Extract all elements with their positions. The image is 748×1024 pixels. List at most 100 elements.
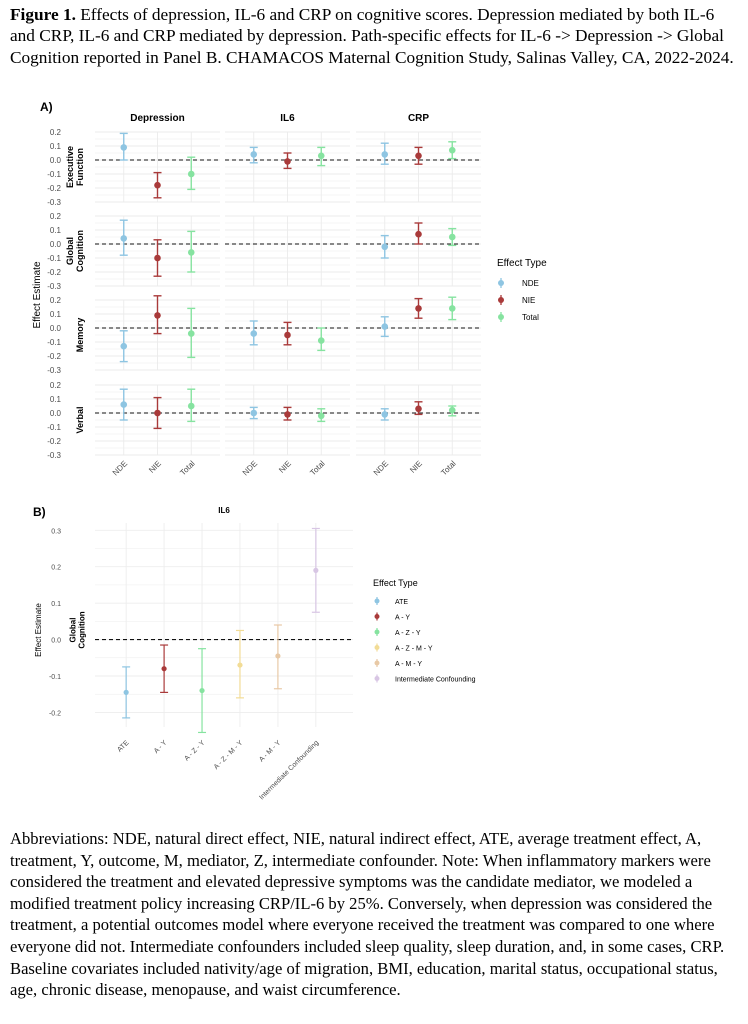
y-tick-label: 0.1 bbox=[50, 395, 62, 404]
point-depression-global-cognition-nie bbox=[153, 239, 162, 277]
y-tick-label: -0.1 bbox=[47, 254, 61, 263]
point-a-z-m-y bbox=[235, 629, 244, 699]
point-marker bbox=[250, 151, 258, 158]
point-marker bbox=[123, 689, 129, 695]
point-crp-executive-function-total bbox=[448, 141, 457, 160]
point-marker bbox=[154, 254, 161, 262]
row-strip-global-cognition-line: Global bbox=[69, 618, 78, 643]
row-strip-executive-function-line: Function bbox=[75, 148, 85, 186]
panel-a-label: A) bbox=[40, 100, 53, 114]
point-depression-global-cognition-total bbox=[187, 230, 196, 273]
y-tick-label: -0.3 bbox=[47, 451, 61, 460]
point-a-m-y bbox=[273, 624, 282, 690]
point-il6-memory-total bbox=[317, 327, 326, 352]
y-tick-label: 0.0 bbox=[50, 156, 62, 165]
x-tick-label: A - Y bbox=[153, 739, 169, 755]
y-tick-label: 0.1 bbox=[50, 226, 62, 235]
x-tick-label: NDE bbox=[111, 459, 129, 477]
point-marker bbox=[448, 146, 456, 154]
y-tick-label: 0.1 bbox=[50, 142, 62, 151]
point-marker bbox=[187, 249, 195, 256]
y-tick-label: -0.1 bbox=[49, 674, 61, 681]
legend-entry-total: Total bbox=[522, 313, 539, 322]
point-il6-memory-nde bbox=[249, 320, 258, 346]
x-tick-label: A - Z - M - Y bbox=[213, 739, 245, 771]
point-marker bbox=[381, 151, 389, 158]
y-tick-label: 0.3 bbox=[51, 528, 61, 535]
point-marker bbox=[415, 305, 422, 312]
row-strip-global-cognition-line: Cognition bbox=[75, 230, 85, 272]
legend-key-marker bbox=[374, 614, 380, 619]
x-tick-label: NIE bbox=[277, 459, 293, 475]
legend-title: Effect Type bbox=[373, 578, 418, 588]
point-il6-verbal-total bbox=[317, 408, 326, 423]
point-a-y bbox=[160, 644, 169, 693]
panel-b-label: B) bbox=[33, 505, 46, 519]
point-depression-memory-nie bbox=[153, 295, 162, 335]
point-il6-memory-nie bbox=[283, 321, 292, 346]
point-depression-executive-function-nde bbox=[119, 132, 128, 161]
point-marker bbox=[284, 331, 291, 339]
point-marker bbox=[317, 152, 325, 160]
point-marker bbox=[237, 662, 243, 668]
point-marker bbox=[317, 412, 325, 420]
point-crp-memory-total bbox=[448, 296, 457, 321]
x-tick-label: NIE bbox=[147, 459, 163, 475]
point-marker bbox=[120, 144, 128, 151]
y-tick-label: 0.2 bbox=[50, 296, 62, 305]
point-depression-verbal-total bbox=[187, 388, 196, 423]
x-tick-label: Total bbox=[308, 459, 326, 477]
point-depression-global-cognition-nde bbox=[119, 219, 128, 256]
legend-entry: ATE bbox=[395, 599, 408, 606]
point-depression-memory-nde bbox=[119, 330, 128, 363]
point-marker bbox=[275, 653, 281, 659]
point-marker bbox=[415, 152, 422, 160]
point-marker bbox=[154, 181, 161, 189]
legend-entry: A - Z - M - Y bbox=[395, 646, 433, 653]
point-intermediate-confounding bbox=[311, 527, 320, 613]
row-strip-global-cognition-line: Global bbox=[65, 237, 75, 265]
y-tick-label: 0.0 bbox=[50, 324, 62, 333]
point-marker bbox=[199, 687, 205, 694]
panel-b-chart: B) IL6 0.3 0.2 0.1 0.0 -0.1 -0.2 Effect Estimate… bbox=[33, 505, 476, 801]
y-tick-label: -0.1 bbox=[47, 423, 61, 432]
point-marker bbox=[381, 243, 389, 251]
figure-label: Figure 1. bbox=[10, 5, 76, 24]
legend-key-marker bbox=[374, 660, 380, 666]
point-marker bbox=[448, 406, 456, 414]
point-marker bbox=[415, 405, 422, 413]
legend-key-marker bbox=[498, 297, 504, 303]
point-depression-memory-total bbox=[187, 307, 196, 359]
x-tick-label: A - M - Y bbox=[258, 739, 282, 763]
legend-entry: A - Z - Y bbox=[395, 630, 421, 637]
legend-key-marker bbox=[498, 314, 504, 320]
legend-key-marker bbox=[374, 598, 380, 604]
legend-key-marker bbox=[374, 629, 380, 635]
y-tick-label: -0.2 bbox=[47, 184, 61, 193]
point-marker bbox=[120, 342, 128, 350]
point-marker bbox=[313, 567, 319, 573]
point-depression-executive-function-total bbox=[187, 156, 196, 191]
point-marker bbox=[317, 337, 325, 344]
point-crp-verbal-total bbox=[448, 405, 457, 417]
x-tick-label: NDE bbox=[372, 459, 390, 477]
y-tick-label: 0.0 bbox=[50, 409, 62, 418]
y-tick-label: 0.0 bbox=[50, 240, 62, 249]
y-tick-label: 0.0 bbox=[51, 638, 61, 645]
point-marker bbox=[187, 402, 195, 410]
y-tick-label: 0.1 bbox=[51, 601, 61, 608]
y-tick-label: -0.1 bbox=[47, 338, 61, 347]
point-depression-executive-function-nie bbox=[153, 171, 162, 199]
y-tick-label: -0.2 bbox=[47, 352, 61, 361]
point-marker bbox=[120, 235, 128, 242]
y-axis-label: Effect Estimate bbox=[32, 261, 43, 329]
x-tick-label: NDE bbox=[241, 459, 259, 477]
point-marker bbox=[154, 312, 161, 319]
y-tick-label: 0.2 bbox=[50, 381, 62, 390]
point-crp-memory-nie bbox=[414, 297, 423, 319]
point-ate bbox=[122, 666, 131, 719]
point-marker bbox=[448, 305, 456, 312]
point-depression-verbal-nie bbox=[153, 396, 162, 430]
legend-key-marker bbox=[374, 676, 380, 681]
figure-notes: Abbreviations: NDE, natural direct effec… bbox=[10, 829, 725, 1000]
